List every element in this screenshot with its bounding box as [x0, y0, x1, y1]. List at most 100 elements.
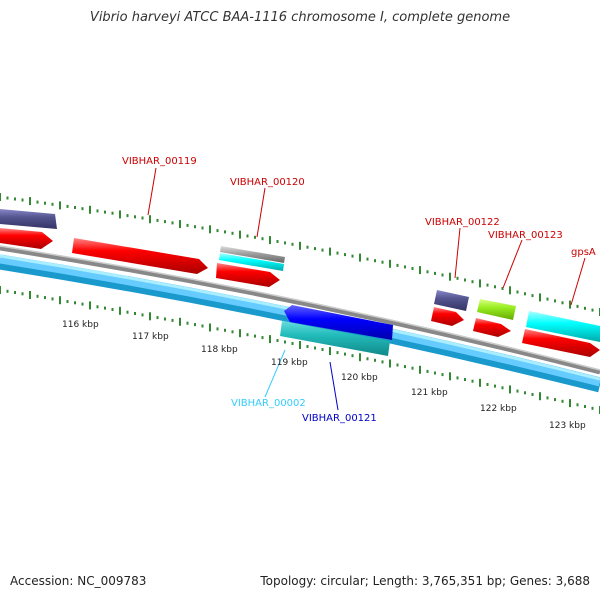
outer-tick-ring	[0, 193, 600, 316]
minor-tick	[284, 241, 286, 245]
major-tick	[569, 399, 571, 408]
minor-tick	[14, 291, 16, 294]
minor-tick	[441, 273, 444, 277]
minor-tick	[186, 321, 189, 325]
minor-tick	[96, 305, 99, 309]
minor-tick	[141, 313, 144, 317]
gene-vibhar-00119[interactable]	[72, 238, 208, 274]
gene-label-vibhar-00121[interactable]: VIBHAR_00121	[302, 413, 377, 424]
gene-gpsa[interactable]	[526, 311, 600, 342]
minor-tick	[351, 254, 354, 258]
scale-labels: 116 kbp 117 kbp 118 kbp 119 kbp 120 kbp …	[62, 320, 586, 431]
minor-tick	[351, 354, 354, 358]
accession-text: Accession: NC_009783	[10, 574, 147, 588]
gene-purple-left[interactable]	[0, 209, 57, 229]
gene-red-gpsa-b[interactable]	[522, 329, 600, 357]
minor-tick	[576, 304, 579, 308]
major-tick	[359, 253, 361, 262]
minor-tick	[96, 209, 99, 213]
gene-red-left[interactable]	[0, 228, 53, 249]
major-tick	[269, 335, 271, 344]
major-tick	[419, 365, 421, 374]
major-tick	[179, 317, 181, 326]
scale-label: 119 kbp	[271, 358, 308, 368]
label-leaders	[147, 167, 586, 411]
minor-tick	[494, 384, 496, 388]
gene-label-vibhar-00119[interactable]: VIBHAR_00119	[122, 156, 197, 167]
map-title: Vibrio harveyi ATCC BAA-1116 chromosome …	[89, 10, 511, 25]
minor-tick	[531, 294, 534, 298]
gene-label-gpsa[interactable]: gpsA	[571, 247, 596, 258]
minor-tick	[456, 276, 459, 280]
minor-tick	[381, 260, 384, 264]
gene-label-vibhar-00123[interactable]: VIBHAR_00123	[488, 230, 563, 241]
gene-vibhar-00122[interactable]	[434, 290, 469, 311]
scale-label: 118 kbp	[201, 345, 238, 355]
minor-tick	[486, 283, 489, 287]
major-tick	[449, 372, 451, 381]
minor-tick	[576, 403, 579, 407]
scale-label: 120 kbp	[341, 373, 378, 383]
minor-tick	[126, 310, 129, 314]
minor-tick	[374, 259, 376, 263]
minor-tick	[516, 389, 519, 393]
gene-vibhar-00002[interactable]	[280, 321, 390, 356]
minor-tick	[66, 300, 69, 303]
minor-tick	[74, 206, 76, 209]
gene-red-mid[interactable]	[216, 263, 280, 287]
minor-tick	[524, 292, 526, 296]
minor-tick	[171, 221, 174, 225]
minor-tick	[276, 240, 279, 243]
minor-tick	[426, 369, 429, 373]
gene-label-vibhar-00120[interactable]: VIBHAR_00120	[230, 177, 305, 188]
major-tick	[329, 347, 331, 356]
minor-tick	[231, 330, 234, 334]
minor-tick	[321, 348, 324, 351]
gene-vibhar-00121[interactable]	[284, 305, 393, 340]
major-tick	[509, 286, 511, 295]
minor-tick	[314, 346, 316, 350]
major-tick	[239, 230, 241, 239]
minor-tick	[111, 211, 114, 215]
minor-tick	[434, 371, 436, 375]
major-tick	[0, 193, 1, 201]
minor-tick	[501, 386, 504, 390]
major-tick	[269, 236, 271, 245]
minor-tick	[246, 234, 249, 238]
gene-label-vibhar-00122[interactable]: VIBHAR_00122	[425, 217, 500, 228]
minor-tick	[471, 379, 474, 383]
minor-tick	[464, 278, 466, 282]
minor-tick	[141, 216, 144, 220]
minor-tick	[486, 383, 489, 386]
scale-label: 117 kbp	[132, 332, 169, 342]
gene-red-00123b[interactable]	[473, 318, 511, 337]
minor-tick	[246, 333, 249, 337]
minor-tick	[291, 242, 294, 246]
minor-tick	[216, 327, 219, 331]
minor-tick	[111, 308, 114, 311]
minor-tick	[254, 235, 256, 239]
gene-label-vibhar-00002[interactable]: VIBHAR_00002	[231, 398, 306, 409]
major-tick	[539, 392, 541, 401]
minor-tick	[171, 318, 174, 322]
gene-red-00122b[interactable]	[431, 307, 464, 326]
major-tick	[209, 225, 211, 234]
major-tick	[299, 341, 301, 349]
minor-tick	[501, 287, 504, 290]
minor-tick	[51, 297, 54, 301]
minor-tick	[366, 357, 369, 361]
gene-vibhar-00123[interactable]	[477, 299, 516, 320]
major-tick	[179, 220, 181, 229]
gene-vibhar-00120[interactable]	[220, 246, 285, 263]
minor-tick	[426, 270, 429, 274]
major-tick	[329, 247, 331, 256]
minor-tick	[336, 251, 339, 255]
minor-tick	[546, 396, 549, 400]
minor-tick	[464, 378, 466, 381]
gene-cyan-thin[interactable]	[219, 253, 284, 271]
minor-tick	[81, 207, 84, 211]
minor-tick	[524, 391, 526, 395]
major-tick	[119, 306, 121, 315]
minor-tick	[284, 340, 286, 344]
